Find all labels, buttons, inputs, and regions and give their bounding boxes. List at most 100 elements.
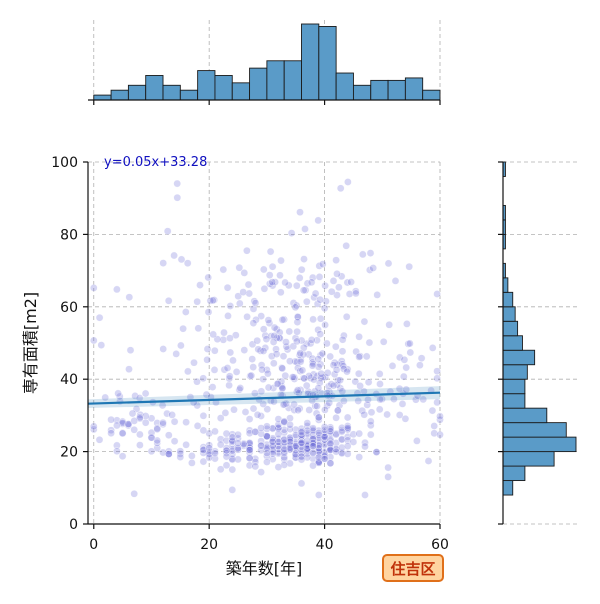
- scatter-point: [355, 332, 363, 341]
- scatter-point: [416, 361, 424, 370]
- scatter-point: [354, 397, 363, 405]
- scatter-point: [245, 289, 253, 298]
- scatter-point: [136, 441, 144, 449]
- scatter-point: [388, 362, 397, 370]
- scatter-point: [279, 352, 288, 361]
- scatter-point: [384, 473, 392, 481]
- scatter-point: [336, 184, 345, 193]
- tick-labels: 0 20 40 60 0 20 40 60 80 100: [51, 155, 449, 553]
- scatter-point: [383, 410, 391, 419]
- scatter-point: [118, 418, 127, 427]
- scatter-point: [204, 273, 212, 282]
- scatter-point: [280, 447, 289, 456]
- scatter-point: [336, 376, 344, 385]
- scatter-point: [315, 262, 324, 270]
- scatter-point: [263, 405, 272, 414]
- scatter-point: [332, 256, 340, 265]
- scatter-point: [292, 281, 301, 290]
- scatter-point: [395, 353, 404, 362]
- scatter-point: [113, 421, 121, 430]
- scatter-point: [141, 418, 150, 427]
- scatter-point: [326, 430, 335, 439]
- x-hist-bar: [93, 94, 112, 101]
- scatter-point: [193, 377, 201, 386]
- scatter-point: [274, 463, 283, 471]
- scatter-point: [291, 450, 300, 459]
- scatter-point: [406, 348, 415, 357]
- scatter-point: [311, 289, 320, 298]
- scatter-point: [153, 436, 161, 445]
- x-hist-bar: [127, 84, 147, 101]
- scatter-point: [286, 437, 294, 446]
- scatter-point: [293, 386, 302, 394]
- scatter-point: [309, 427, 317, 435]
- scatter-point: [333, 406, 342, 415]
- scatter-point: [179, 324, 187, 333]
- scatter-point: [376, 395, 384, 404]
- scatter-point: [362, 352, 371, 361]
- scatter-point: [436, 412, 444, 421]
- scatter-point: [274, 448, 283, 457]
- scatter-point: [297, 452, 306, 461]
- scatter-point: [270, 332, 279, 340]
- scatter-point: [280, 435, 289, 444]
- scatter-point: [308, 273, 317, 282]
- scatter-point: [299, 343, 308, 352]
- scatter-point: [280, 453, 289, 462]
- scatter-point: [263, 432, 271, 441]
- scatter-point: [265, 319, 274, 328]
- scatter-point: [274, 438, 283, 446]
- scatter-point: [363, 401, 372, 409]
- scatter-point: [367, 408, 376, 417]
- x-hist-bar: [370, 79, 389, 101]
- scatter-point: [317, 374, 325, 382]
- regression-line-group: [87, 386, 441, 409]
- scatter-point: [210, 366, 219, 374]
- scatter-point: [289, 299, 298, 307]
- scatter-point: [170, 437, 179, 446]
- scatter-point: [90, 336, 98, 345]
- scatter-point: [320, 454, 329, 463]
- scatter-point: [332, 445, 340, 453]
- scatter-point: [297, 438, 306, 447]
- scatter-point: [358, 406, 367, 415]
- scatter-point: [251, 454, 260, 463]
- scatter-point: [211, 449, 219, 458]
- regression-equation: y=0.05x+33.28: [104, 155, 207, 170]
- scatter-point: [253, 336, 262, 345]
- scatter-point: [300, 255, 308, 263]
- scatter-point: [320, 428, 329, 437]
- scatter-point: [196, 281, 204, 289]
- scatter-point: [343, 450, 352, 458]
- scatter-point: [210, 346, 219, 355]
- scatter-point: [343, 422, 352, 430]
- scatter-point: [182, 440, 190, 449]
- scatter-point: [285, 327, 294, 336]
- scatter-point: [275, 328, 284, 337]
- x-hist-bar: [145, 75, 164, 101]
- scatter-point: [280, 455, 289, 464]
- scatter-point: [309, 461, 317, 470]
- scatter-point: [305, 406, 314, 414]
- scatter-point: [297, 336, 306, 345]
- scatter-point: [226, 348, 235, 357]
- scatter-point: [249, 319, 258, 327]
- scatter-point: [436, 430, 444, 439]
- scatter-point: [321, 321, 329, 329]
- scatter-point: [308, 361, 317, 370]
- scatter-point: [314, 431, 323, 439]
- scatter-point: [268, 262, 277, 271]
- scatter-point: [173, 193, 182, 202]
- scatter-point: [276, 334, 284, 343]
- scatter-point: [141, 412, 150, 420]
- x-hist-bar: [266, 60, 285, 101]
- scatter-point: [274, 424, 283, 432]
- scatter-point: [274, 430, 283, 438]
- scatter-point: [344, 178, 352, 186]
- scatter-point: [153, 425, 161, 434]
- scatter-point: [126, 346, 135, 355]
- scatter-point: [263, 458, 271, 466]
- scatter-point: [234, 455, 242, 464]
- scatter-point: [291, 425, 300, 434]
- scatter-point: [268, 447, 277, 456]
